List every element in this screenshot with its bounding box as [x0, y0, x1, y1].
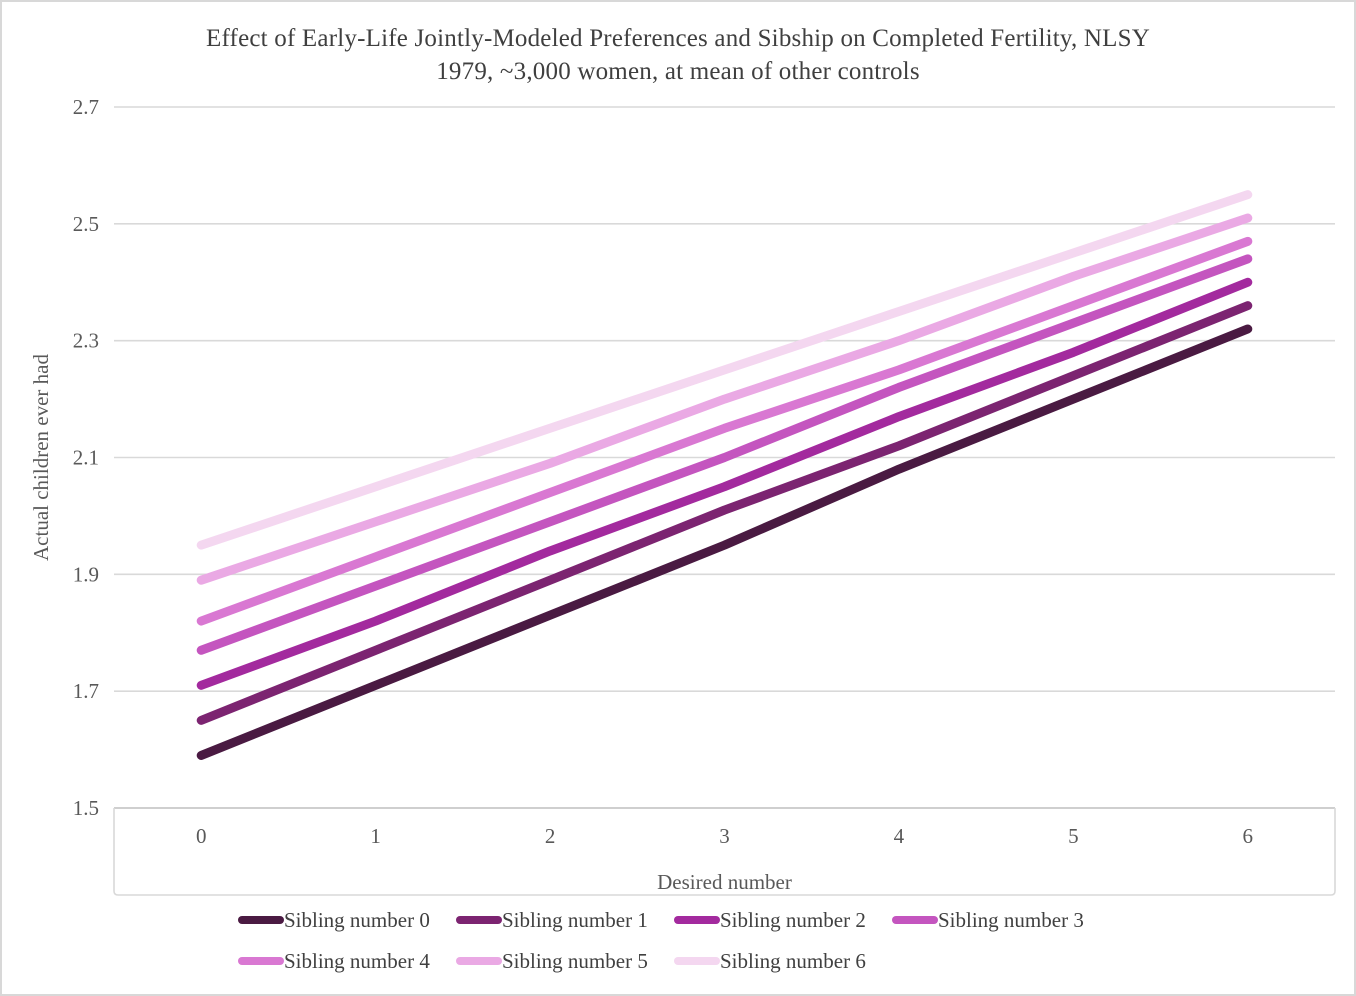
y-tick-label: 1.5	[73, 796, 99, 820]
series-line-2	[196, 277, 1253, 690]
y-tick-label: 2.7	[73, 95, 99, 119]
legend-item-6: Sibling number 6	[674, 949, 892, 973]
series-line-0	[196, 324, 1253, 760]
legend-item-5: Sibling number 5	[456, 949, 674, 973]
x-tick-label: 2	[545, 824, 556, 848]
y-tick-label: 2.5	[73, 212, 99, 236]
legend-label: Sibling number 0	[284, 907, 430, 932]
legend-item-3: Sibling number 3	[892, 908, 1110, 932]
y-tick-label: 1.7	[73, 679, 99, 703]
x-axis-title: Desired number	[657, 870, 792, 894]
x-axis-box	[113, 808, 1336, 896]
legend-label: Sibling number 5	[502, 948, 648, 973]
x-tick-label: 3	[719, 824, 730, 848]
legend-swatch-icon	[456, 916, 502, 924]
series-line-6	[196, 190, 1253, 550]
legend-swatch-icon	[456, 957, 502, 965]
y-axis-title: Actual children ever had	[29, 354, 53, 561]
legend-label: Sibling number 2	[720, 907, 866, 932]
x-tick-label: 4	[894, 824, 905, 848]
x-tick-label: 5	[1068, 824, 1079, 848]
legend-item-0: Sibling number 0	[238, 908, 456, 932]
legend-swatch-icon	[892, 916, 938, 924]
y-tick-label: 2.3	[73, 329, 99, 353]
legend-item-2: Sibling number 2	[674, 908, 892, 932]
series-line-4	[196, 236, 1253, 626]
legend-label: Sibling number 3	[938, 907, 1084, 932]
y-tick-label: 2.1	[73, 446, 99, 470]
legend-label: Sibling number 6	[720, 948, 866, 973]
y-tick-label: 1.9	[73, 562, 99, 586]
x-tick-label: 1	[370, 824, 381, 848]
chart-title-line-1: Effect of Early-Life Jointly-Modeled Pre…	[206, 25, 1150, 52]
chart-legend: Sibling number 0 Sibling number 1 Sibling …	[238, 908, 1118, 990]
legend-item-4: Sibling number 4	[238, 949, 456, 973]
x-tick-label: 6	[1243, 824, 1254, 848]
legend-swatch-icon	[674, 916, 720, 924]
chart-title: Effect of Early-Life Jointly-Modeled Pre…	[2, 22, 1354, 88]
x-tick-label: 0	[196, 824, 207, 848]
legend-label: Sibling number 4	[284, 948, 430, 973]
legend-swatch-icon	[674, 957, 720, 965]
legend-swatch-icon	[238, 916, 284, 924]
series-line-5	[196, 213, 1253, 585]
chart-title-line-2: 1979, ~3,000 women, at mean of other con…	[436, 58, 920, 85]
legend-item-1: Sibling number 1	[456, 908, 674, 932]
legend-label: Sibling number 1	[502, 907, 648, 932]
series-line-1	[196, 301, 1253, 725]
legend-swatch-icon	[238, 957, 284, 965]
series-line-3	[196, 254, 1253, 655]
